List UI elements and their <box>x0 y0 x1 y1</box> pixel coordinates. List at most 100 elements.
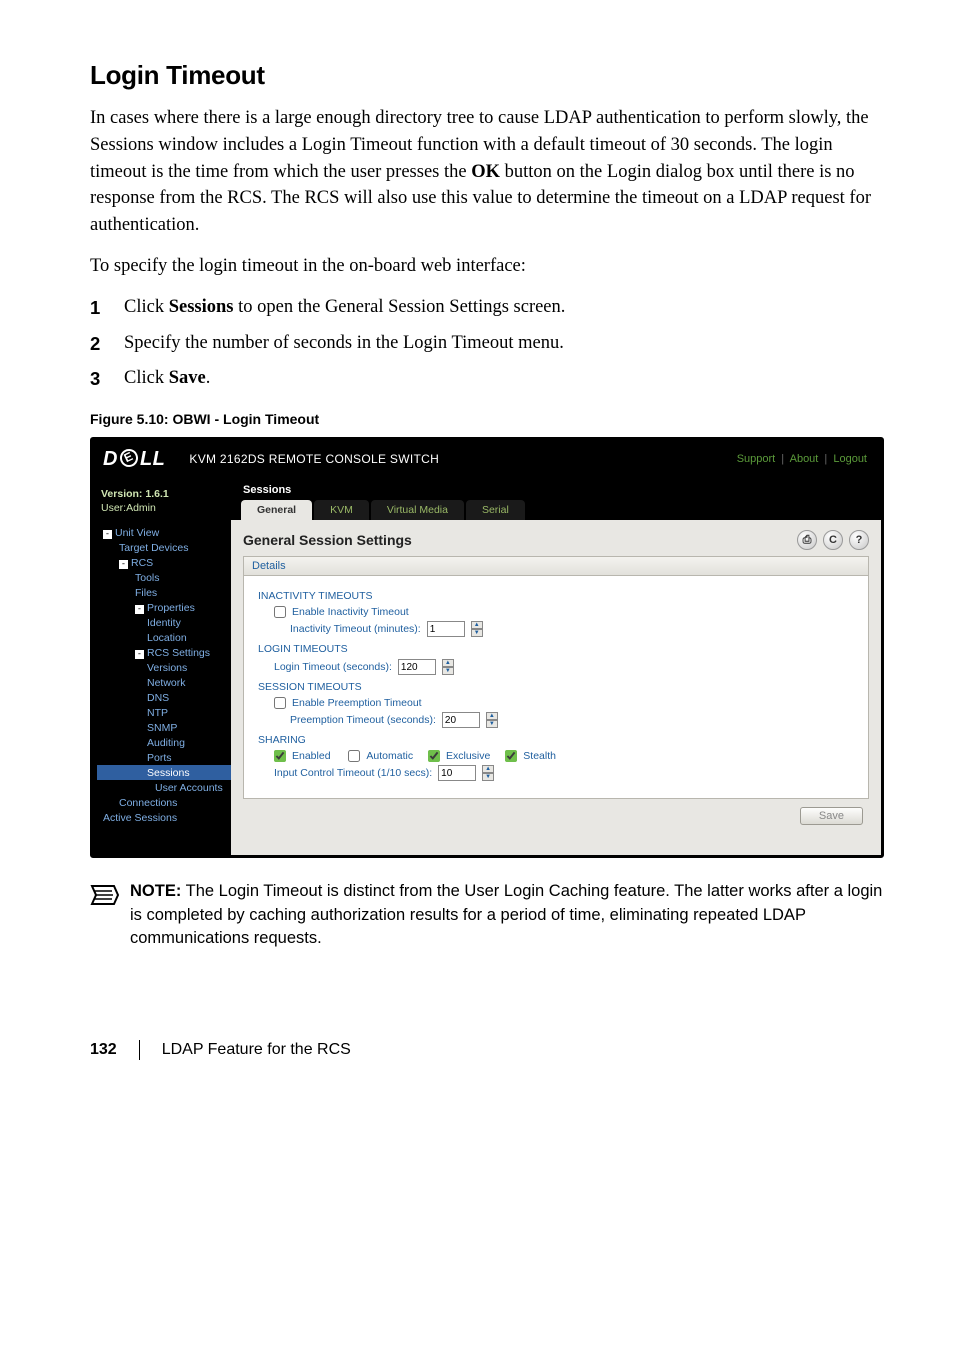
tabs: General KVM Virtual Media Serial <box>241 500 881 520</box>
step-1: 1 Click Sessions to open the General Ses… <box>90 294 884 322</box>
tree-user-accounts[interactable]: User Accounts <box>97 780 231 795</box>
tabs-row: Sessions General KVM Virtual Media Seria… <box>231 478 881 520</box>
login-value-input[interactable] <box>398 659 436 675</box>
step-after: . <box>206 368 211 388</box>
sharing-enabled-checkbox[interactable] <box>274 750 286 762</box>
input-control-value-input[interactable] <box>438 765 476 781</box>
tree-label: RCS Settings <box>147 647 210 659</box>
tree-network[interactable]: Network <box>97 675 231 690</box>
step-text: Click <box>124 368 169 388</box>
save-button[interactable]: Save <box>800 807 863 825</box>
sharing-stealth-checkbox[interactable] <box>505 750 517 762</box>
tree-properties[interactable]: -Properties <box>97 600 231 615</box>
tree-target-devices[interactable]: Target Devices <box>97 540 231 555</box>
tree-label: RCS <box>131 557 153 569</box>
print-icon[interactable]: ⎙ <box>797 530 817 550</box>
tree-ntp[interactable]: NTP <box>97 705 231 720</box>
expander-icon[interactable]: - <box>119 560 128 569</box>
tab-general[interactable]: General <box>241 500 312 520</box>
help-icon[interactable]: ? <box>849 530 869 550</box>
note-block: NOTE: The Login Timeout is distinct from… <box>90 880 884 949</box>
nav-tree: -Unit View Target Devices -RCS Tools Fil… <box>93 525 231 825</box>
titlebar: DELL KVM 2162DS REMOTE CONSOLE SWITCH Su… <box>93 440 881 478</box>
tree-versions[interactable]: Versions <box>97 660 231 675</box>
page-number: 132 <box>90 1041 117 1059</box>
tree-rcs-settings[interactable]: -RCS Settings <box>97 645 231 660</box>
tab-kvm[interactable]: KVM <box>314 500 369 520</box>
expander-icon[interactable]: - <box>103 530 112 539</box>
tree-ports[interactable]: Ports <box>97 750 231 765</box>
spinner-icon[interactable]: ▲▼ <box>486 712 498 728</box>
tree-label: Properties <box>147 602 195 614</box>
para1-bold-ok: OK <box>471 162 500 182</box>
inactivity-enable-checkbox[interactable] <box>274 606 286 618</box>
toolbar-icons: ⎙ C ? <box>797 530 869 550</box>
group-login: LOGIN TIMEOUTS <box>258 643 854 655</box>
tree-tools[interactable]: Tools <box>97 570 231 585</box>
page-footer: 132 LDAP Feature for the RCS <box>90 1040 884 1060</box>
step-bold: Sessions <box>169 297 234 317</box>
steps-list: 1 Click Sessions to open the General Ses… <box>90 294 884 393</box>
sidebar: Version: 1.6.1 User:Admin -Unit View Tar… <box>93 478 231 855</box>
version-box: Version: 1.6.1 User:Admin <box>93 484 231 525</box>
preemption-enable-checkbox[interactable] <box>274 697 286 709</box>
input-control-label: Input Control Timeout (1/10 secs): <box>274 767 432 779</box>
para-specify: To specify the login timeout in the on-b… <box>90 253 884 280</box>
tree-unit-view[interactable]: -Unit View <box>97 525 231 540</box>
sharing-stealth-label: Stealth <box>523 750 556 762</box>
intro-paragraph: In cases where there is a large enough d… <box>90 105 884 239</box>
figure-caption: Figure 5.10: OBWI - Login Timeout <box>90 411 884 427</box>
tab-virtual-media[interactable]: Virtual Media <box>371 500 464 520</box>
tree-rcs[interactable]: -RCS <box>97 555 231 570</box>
sharing-automatic-label: Automatic <box>366 750 413 762</box>
preemption-enable-label: Enable Preemption Timeout <box>292 697 422 709</box>
preemption-field-label: Preemption Timeout (seconds): <box>290 714 436 726</box>
note-bold: NOTE: <box>130 882 181 900</box>
tree-connections[interactable]: Connections <box>97 795 231 810</box>
expander-icon[interactable]: - <box>135 650 144 659</box>
user-label: User:Admin <box>101 502 223 516</box>
sharing-exclusive-checkbox[interactable] <box>428 750 440 762</box>
note-icon <box>90 882 120 908</box>
tree-identity[interactable]: Identity <box>97 615 231 630</box>
link-logout[interactable]: Logout <box>833 453 867 465</box>
note-body: The Login Timeout is distinct from the U… <box>130 882 882 946</box>
section-heading: Login Timeout <box>90 60 884 91</box>
inactivity-enable-label: Enable Inactivity Timeout <box>292 606 409 618</box>
note-text: NOTE: The Login Timeout is distinct from… <box>130 880 884 949</box>
link-support[interactable]: Support <box>737 453 776 465</box>
inactivity-value-input[interactable] <box>427 621 465 637</box>
sharing-automatic-checkbox[interactable] <box>348 750 360 762</box>
tree-auditing[interactable]: Auditing <box>97 735 231 750</box>
link-about[interactable]: About <box>790 453 819 465</box>
group-session: SESSION TIMEOUTS <box>258 681 854 693</box>
spinner-icon[interactable]: ▲▼ <box>442 659 454 675</box>
tree-location[interactable]: Location <box>97 630 231 645</box>
sharing-enabled-label: Enabled <box>292 750 331 762</box>
content-heading: General Session Settings <box>243 532 412 548</box>
expander-icon[interactable]: - <box>135 605 144 614</box>
sharing-exclusive-label: Exclusive <box>446 750 490 762</box>
tree-active-sessions[interactable]: Active Sessions <box>97 810 231 825</box>
step-num: 3 <box>90 365 124 393</box>
step-num: 2 <box>90 330 124 358</box>
spinner-icon[interactable]: ▲▼ <box>471 621 483 637</box>
login-field-label: Login Timeout (seconds): <box>274 661 392 673</box>
screenshot-window: DELL KVM 2162DS REMOTE CONSOLE SWITCH Su… <box>90 437 884 858</box>
tree-sessions[interactable]: Sessions <box>97 765 231 780</box>
step-bold: Save <box>169 368 206 388</box>
content-area: General Session Settings ⎙ C ? Details I… <box>231 520 881 843</box>
product-title: KVM 2162DS REMOTE CONSOLE SWITCH <box>189 452 736 466</box>
preemption-value-input[interactable] <box>442 712 480 728</box>
tab-serial[interactable]: Serial <box>466 500 525 520</box>
version-label: Version: 1.6.1 <box>101 488 223 502</box>
step-3: 3 Click Save. <box>90 365 884 393</box>
main-panel: Sessions General KVM Virtual Media Seria… <box>231 478 881 855</box>
refresh-icon[interactable]: C <box>823 530 843 550</box>
tree-dns[interactable]: DNS <box>97 690 231 705</box>
step-text: Specify the number of seconds in the Log… <box>124 330 564 358</box>
header-links: Support | About | Logout <box>737 453 867 465</box>
tree-snmp[interactable]: SNMP <box>97 720 231 735</box>
tree-files[interactable]: Files <box>97 585 231 600</box>
spinner-icon[interactable]: ▲▼ <box>482 765 494 781</box>
